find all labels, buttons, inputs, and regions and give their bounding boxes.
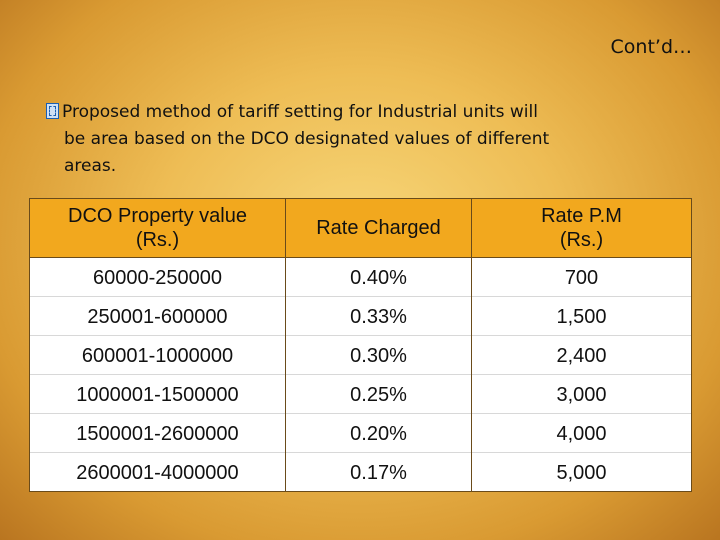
table-row: 600001-1000000 0.30% 2,400 xyxy=(29,335,692,375)
table-header-row: DCO Property value (Rs.) Rate Charged Ra… xyxy=(29,198,692,258)
table-cell: 0.33% xyxy=(285,296,472,336)
table-cell: 3,000 xyxy=(471,374,692,414)
table-row: 60000-250000 0.40% 700 xyxy=(29,257,692,297)
table-cell: 1000001-1500000 xyxy=(29,374,286,414)
table-row: 1500001-2600000 0.20% 4,000 xyxy=(29,413,692,453)
table-row: 250001-600000 0.33% 1,500 xyxy=(29,296,692,336)
table-cell: 0.17% xyxy=(285,452,472,492)
tariff-table: DCO Property value (Rs.) Rate Charged Ra… xyxy=(29,198,692,492)
table-cell: 0.30% xyxy=(285,335,472,375)
table-row: 2600001-4000000 0.17% 5,000 xyxy=(29,452,692,492)
table-cell: 5,000 xyxy=(471,452,692,492)
table-cell: 2600001-4000000 xyxy=(29,452,286,492)
table-cell: 60000-250000 xyxy=(29,257,286,297)
header-rate-charged: Rate Charged xyxy=(285,198,472,258)
table-cell: 2,400 xyxy=(471,335,692,375)
bullet-text-line: areas. xyxy=(64,156,117,176)
bullet-point: Proposed method of tariff setting for In… xyxy=(46,99,686,180)
table-cell: 250001-600000 xyxy=(29,296,286,336)
table-cell: 600001-1000000 xyxy=(29,335,286,375)
table-cell: 1500001-2600000 xyxy=(29,413,286,453)
table-cell: 0.25% xyxy=(285,374,472,414)
bullet-marker-icon xyxy=(46,103,59,119)
table-cell: 0.20% xyxy=(285,413,472,453)
table-row: 1000001-1500000 0.25% 3,000 xyxy=(29,374,692,414)
table-cell: 4,000 xyxy=(471,413,692,453)
bullet-text-line: Proposed method of tariff setting for In… xyxy=(62,102,538,122)
bullet-text-line: be area based on the DCO designated valu… xyxy=(64,129,550,149)
slide-title: Cont’d… xyxy=(610,36,692,58)
table-cell: 0.40% xyxy=(285,257,472,297)
header-dco-property-value: DCO Property value (Rs.) xyxy=(29,198,286,258)
table-cell: 1,500 xyxy=(471,296,692,336)
table-cell: 700 xyxy=(471,257,692,297)
header-rate-pm: Rate P.M (Rs.) xyxy=(471,198,692,258)
